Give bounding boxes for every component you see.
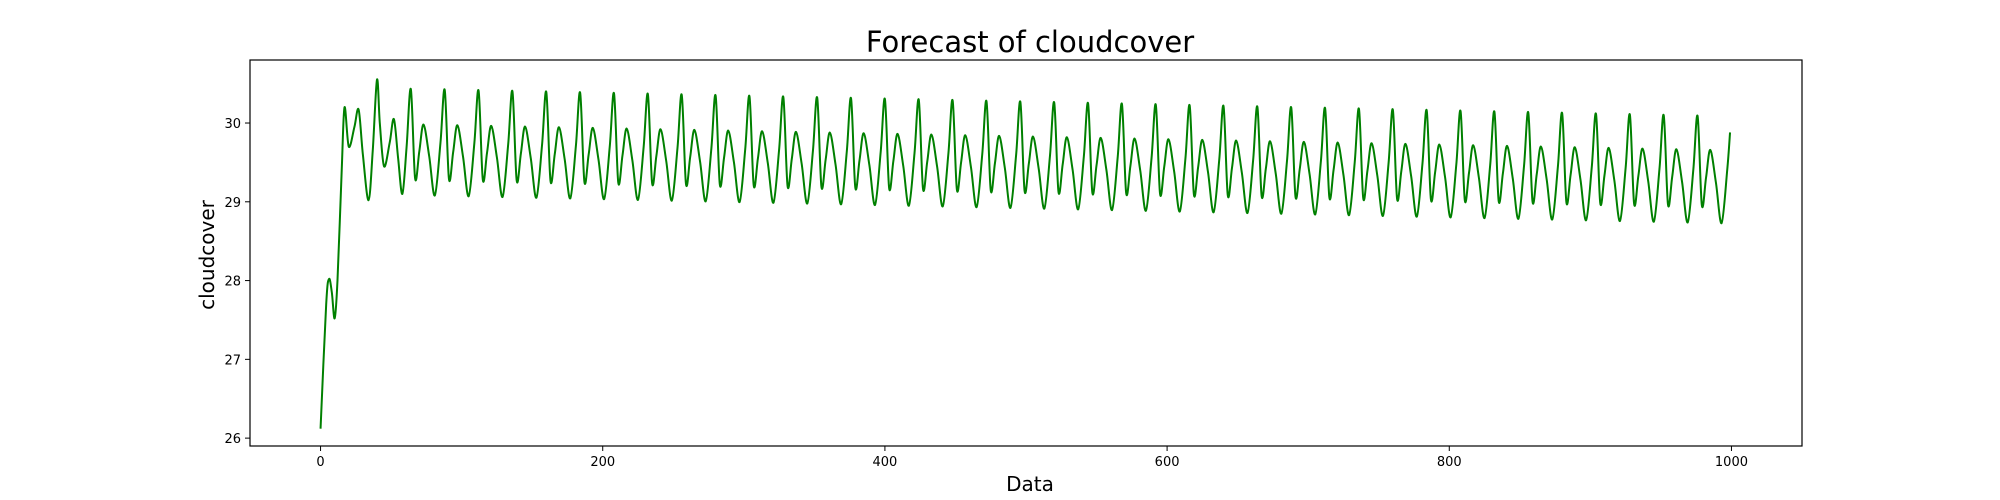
series-line bbox=[319, 78, 1732, 429]
y-tick-label: 30 bbox=[224, 117, 241, 132]
x-tick-label: 600 bbox=[1155, 455, 1180, 470]
y-tick-label: 29 bbox=[224, 196, 241, 211]
chart-title: Forecast of cloudcover bbox=[866, 25, 1194, 59]
x-tick-label: 400 bbox=[872, 455, 897, 470]
y-tick-label: 26 bbox=[224, 432, 241, 447]
y-tick-label: 27 bbox=[224, 353, 241, 368]
x-tick-label: 1000 bbox=[1715, 455, 1748, 470]
y-axis-label: cloudcover bbox=[195, 199, 219, 310]
plot-frame bbox=[249, 59, 1803, 447]
plot-area: 0 200 400 600 800 1000 26 27 28 29 30 bbox=[224, 59, 1803, 470]
x-tick-label: 800 bbox=[1437, 455, 1462, 470]
x-axis-label: Data bbox=[1006, 472, 1054, 496]
x-tick-label: 0 bbox=[316, 455, 324, 470]
x-tick-label: 200 bbox=[590, 455, 615, 470]
y-tick-label: 28 bbox=[224, 275, 241, 290]
